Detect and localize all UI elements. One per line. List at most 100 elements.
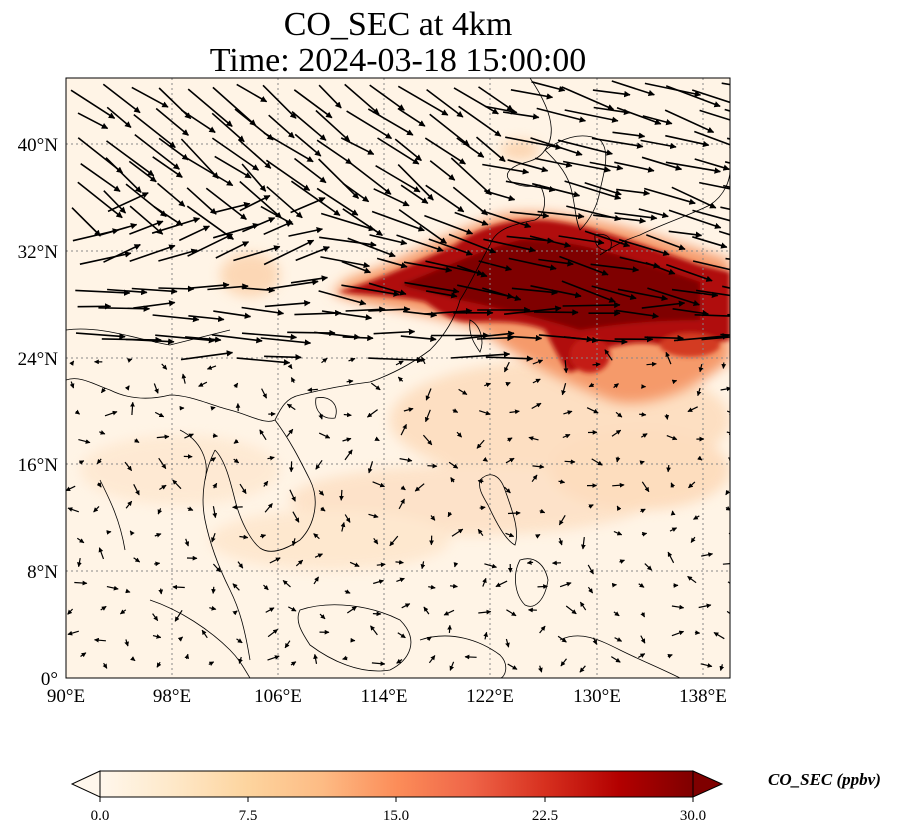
wind-vector-arrow: [610, 656, 621, 663]
wind-vector-arrow: [211, 112, 245, 143]
wind-vector-arrow: [506, 609, 517, 617]
wind-vector-arrow: [701, 336, 730, 341]
wind-vector-arrow: [237, 561, 244, 569]
wind-vector-arrow: [265, 159, 311, 192]
wind-vector-arrow: [233, 438, 239, 444]
wind-vector-arrow: [638, 582, 645, 588]
wind-vector-arrow: [266, 186, 303, 219]
wind-vector-arrow: [172, 479, 182, 490]
wind-vector-arrow: [532, 378, 541, 384]
wind-vector-arrow: [369, 84, 405, 111]
wind-vector-arrow: [476, 439, 485, 449]
wind-vector-arrow: [374, 436, 380, 442]
wind-vector-arrow: [539, 625, 546, 634]
wind-vector-arrow: [372, 481, 385, 488]
wind-vector-arrow: [75, 332, 126, 340]
wind-vector-arrow: [397, 632, 406, 639]
wind-vector-arrow: [259, 429, 267, 441]
wind-vector-arrow: [127, 358, 133, 363]
wind-vector-arrow: [367, 461, 374, 474]
wind-vector-arrow: [664, 414, 670, 420]
wind-vector-arrow: [713, 631, 725, 640]
wind-vector-arrow: [267, 628, 278, 638]
wind-vector-arrow: [158, 285, 195, 293]
wind-vector-arrow: [320, 212, 376, 232]
wind-vector-arrow: [264, 299, 311, 308]
wind-vector-arrow: [479, 410, 491, 416]
wind-vector-arrow: [451, 528, 464, 537]
wind-vector-arrow: [696, 387, 702, 397]
wind-vector-arrow: [260, 533, 267, 539]
wind-vector-arrow: [641, 481, 650, 493]
wind-vector-arrow: [641, 531, 648, 537]
wind-vector-arrow: [644, 563, 653, 571]
wind-vector-arrow: [315, 109, 351, 142]
wind-vector-arrow: [318, 158, 360, 199]
wind-vector-arrow: [539, 508, 546, 514]
wind-vector-arrow: [282, 579, 291, 588]
wind-vector-arrow: [75, 289, 131, 296]
wind-vector-arrow: [562, 433, 571, 439]
wind-vector-arrow: [158, 137, 189, 161]
wind-vector-arrow: [156, 182, 186, 207]
wind-vector-arrow: [155, 107, 189, 136]
wind-vector-arrow: [397, 107, 426, 127]
wind-vector-arrow: [646, 361, 657, 367]
colorbar-ramp: [100, 771, 693, 797]
wind-vector-arrow: [699, 109, 730, 121]
wind-vector-arrow: [210, 406, 216, 411]
wind-vector-arrow: [484, 382, 491, 388]
wind-vector-arrow: [239, 534, 249, 540]
wind-vector-arrow: [456, 137, 485, 158]
wind-vector-arrow: [531, 81, 566, 93]
wind-vector-arrow: [665, 161, 721, 174]
wind-vector-arrow: [184, 538, 190, 547]
wind-vector-arrow: [187, 282, 230, 290]
wind-vector-arrow: [612, 482, 625, 488]
wind-vector-arrow: [106, 106, 132, 129]
wind-vector-arrow: [400, 335, 437, 343]
wind-vector-arrow: [124, 639, 129, 647]
wind-vector-arrow: [532, 359, 544, 365]
wind-vector-arrow: [157, 508, 163, 515]
wind-vector-arrow: [265, 607, 275, 613]
wind-vector-arrow: [502, 111, 540, 120]
wind-vector-arrow: [267, 455, 275, 461]
wind-vector-arrow: [592, 89, 631, 98]
wind-vector-arrow: [443, 609, 455, 616]
wind-vector-arrow: [287, 363, 293, 370]
wind-vector-arrow: [505, 638, 510, 648]
wind-vector-arrow: [699, 181, 730, 190]
wind-vector-arrow: [180, 109, 216, 134]
wind-vector-arrow: [154, 561, 161, 567]
wind-vector-arrow: [694, 314, 730, 317]
wind-vector-arrow: [107, 288, 148, 296]
wind-vector-arrow: [269, 557, 281, 564]
wind-vector-arrow: [644, 334, 684, 342]
lon-tick-label: 114°E: [361, 686, 408, 707]
wind-vector-arrow: [128, 160, 157, 183]
wind-vector-arrow: [537, 584, 548, 589]
wind-vector-arrow: [263, 132, 314, 163]
wind-vector-arrow: [212, 433, 218, 438]
wind-vector-arrow: [564, 180, 622, 200]
wind-vector-arrow: [718, 230, 730, 236]
wind-vector-arrow: [133, 557, 141, 563]
wind-vector-arrow: [187, 88, 233, 128]
wind-vector-arrow: [263, 584, 269, 591]
wind-vector-arrow: [319, 613, 326, 620]
colorbar-label: CO_SEC (ppbv): [768, 770, 881, 789]
wind-vector-arrow: [71, 207, 101, 237]
wind-vector-arrow: [319, 236, 377, 248]
wind-vector-arrow: [188, 315, 225, 323]
wind-vector-arrow: [482, 287, 522, 302]
wind-vector-arrow: [74, 580, 88, 586]
wind-vector-arrow: [665, 85, 721, 108]
wind-vector-arrow: [592, 362, 601, 367]
wind-vector-arrow: [368, 356, 424, 364]
lat-tick-label: 0°: [41, 669, 58, 690]
wind-vector-arrow: [483, 238, 536, 253]
wind-vector-arrow: [368, 282, 407, 296]
wind-vector-arrow: [483, 631, 488, 640]
wind-vector-arrow: [290, 661, 297, 667]
